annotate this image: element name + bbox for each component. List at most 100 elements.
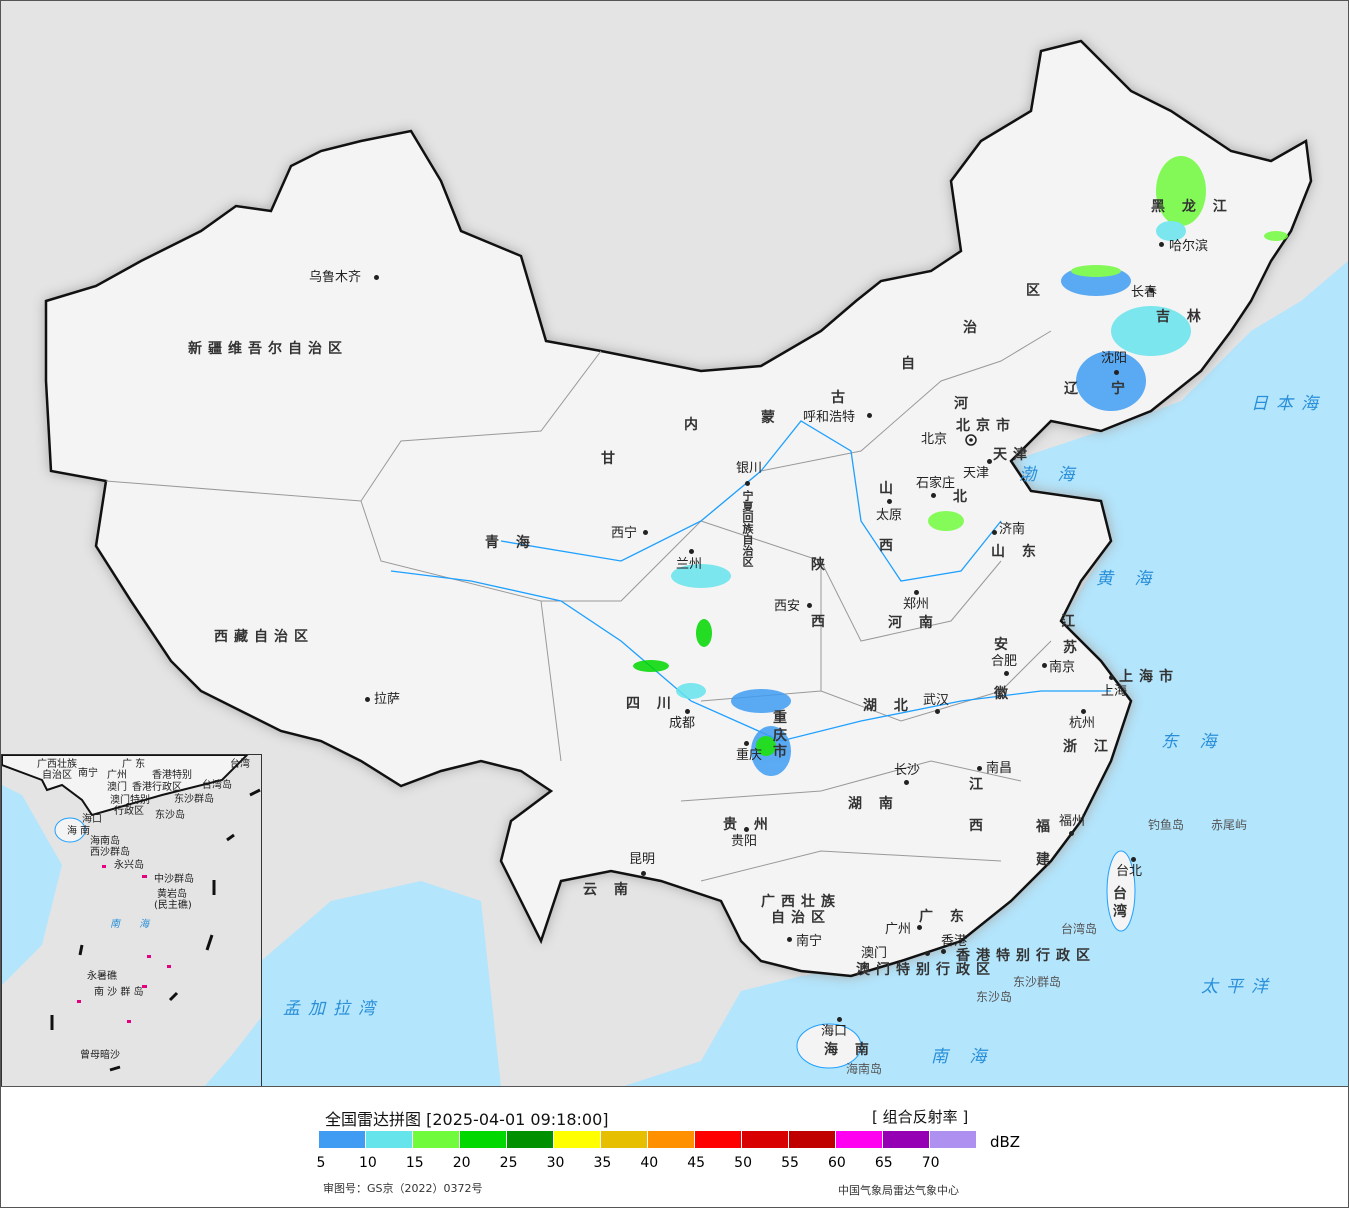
inset-label: 西沙群岛 [90,847,130,858]
city-label: 澳门 [861,946,888,961]
inset-label: 南 沙 群 岛 [94,987,144,998]
inset-label: 广 东 [122,759,146,770]
inset-label: 行政区 [152,782,182,793]
city-label: 济南 [999,522,1026,537]
city-marker-icon [977,766,982,771]
province-label: 河 [954,396,974,412]
south-china-sea-inset: 广西壮族 自治区 南宁 广 东广州 澳门 香港 香港特别 行政区 澳门特别 行政区 台湾 台湾岛 东沙群… [1,754,262,1086]
province-label: 建 [1036,852,1056,868]
city-label: 昆明 [629,852,656,867]
scale-tick-label: 60 [827,1155,846,1171]
city-label: 南宁 [796,934,823,949]
city-marker-icon [992,530,997,535]
scale-tick-label: 45 [687,1155,706,1171]
inset-label: 南宁 [78,768,98,779]
legend-title: 全国雷达拼图 [2025-04-01 09:18:00] [325,1110,609,1129]
taiwan-island [1106,850,1136,932]
city-marker-icon [987,459,992,464]
inset-label: 海 南 [67,826,91,837]
inset-label: 东沙群岛 [174,794,214,805]
city-marker-icon [374,275,379,280]
color-swatch [883,1131,929,1148]
province-label: 四 川 [626,696,677,712]
city-label: 西宁 [611,526,638,541]
city-marker-icon [935,709,940,714]
province-label: 香港特别行政区 [956,948,1096,964]
scale-tick-label: 35 [593,1155,612,1171]
sea-label: 黄 海 [1096,569,1160,589]
city-marker-icon [1114,370,1119,375]
city-label: 沈阳 [1101,351,1128,366]
province-label: 苏 [1063,640,1083,656]
city-marker-icon [1069,831,1074,836]
inset-label: 台湾岛 [202,780,232,791]
unit-label: dBZ [990,1133,1021,1151]
color-swatch [930,1131,976,1148]
city-label: 福州 [1059,814,1086,829]
sea-label: 孟加拉湾 [283,999,383,1019]
province-label: 内 [684,417,704,433]
ocean [251,261,1348,1086]
province-label: 治 [963,320,983,336]
city-label: 银川 [736,461,763,476]
province-label: 徽 [994,686,1014,702]
city-marker-icon [837,1017,842,1022]
inset-label: 香港特别 [152,770,192,781]
scale-tick-label: 15 [405,1155,424,1171]
city-label: 香港 [941,934,968,949]
province-label: 宁夏回族自治区 [741,490,754,567]
island-label: 东沙岛 [976,990,1013,1004]
inset-label: 自治区 [42,770,72,781]
province-label: 福 [1036,819,1056,835]
city-label: 台北 [1116,864,1143,879]
rivers [390,420,1111,742]
city-marker-icon [904,780,909,785]
color-swatch [366,1131,412,1148]
inset-label: 永暑礁 [87,971,117,982]
city-marker-icon [914,590,919,595]
province-label: 上海市 [1119,669,1179,685]
city-label: 太原 [876,508,903,523]
legend: 全国雷达拼图 [2025-04-01 09:18:00] [ 组合反射率 ] d… [0,1088,1349,1208]
province-label: 北京市 [956,418,1016,434]
province-label: 贵 州 [723,817,774,833]
inset-label: 澳门特别 [110,795,150,806]
scale-tick-label: 40 [640,1155,659,1171]
inset-label: 中沙群岛 [154,874,194,885]
city-label: 武汉 [923,693,950,708]
city-marker-icon [1109,675,1114,680]
city-marker-icon [1131,857,1136,862]
city-label: 南昌 [986,761,1013,776]
province-label: 西 [969,818,989,834]
inset-label: 广西壮族 [37,759,77,770]
province-label: 云 南 [583,882,634,898]
province-label: 辽 [1064,381,1084,397]
city-label: 上海 [1101,684,1128,699]
city-marker-icon [1004,671,1009,676]
province-label: 青 海 [485,535,536,551]
agency-credit: 中国气象局雷达气象中心 [838,1184,959,1197]
inset-label: 曾母暗沙 [80,1050,120,1061]
inset-label: 台湾 [230,759,250,770]
province-label: 广西壮族 [761,894,841,910]
province-label: 自 [901,356,921,372]
city-marker-icon [744,827,749,832]
inset-label: 永兴岛 [114,860,144,871]
city-marker-icon [787,937,792,942]
city-marker-icon [1081,709,1086,714]
city-marker-icon [1159,242,1164,247]
province-label: 安 [994,637,1014,653]
product-name: [ 组合反射率 ] [872,1108,969,1126]
city-label: 哈尔滨 [1169,239,1209,254]
city-marker-icon [887,499,892,504]
province-label: 西 [811,614,831,630]
inset-label: (民主礁) [154,900,192,911]
city-label: 兰州 [676,557,703,572]
city-label: 呼和浩特 [803,410,856,425]
sea-label: 东 海 [1161,732,1225,752]
scale-tick-label: 30 [546,1155,565,1171]
city-label: 乌鲁木齐 [309,270,362,285]
island-label: 台湾岛 [1061,922,1098,936]
hainan-island [796,1023,862,1069]
province-label: 区 [1026,283,1046,299]
